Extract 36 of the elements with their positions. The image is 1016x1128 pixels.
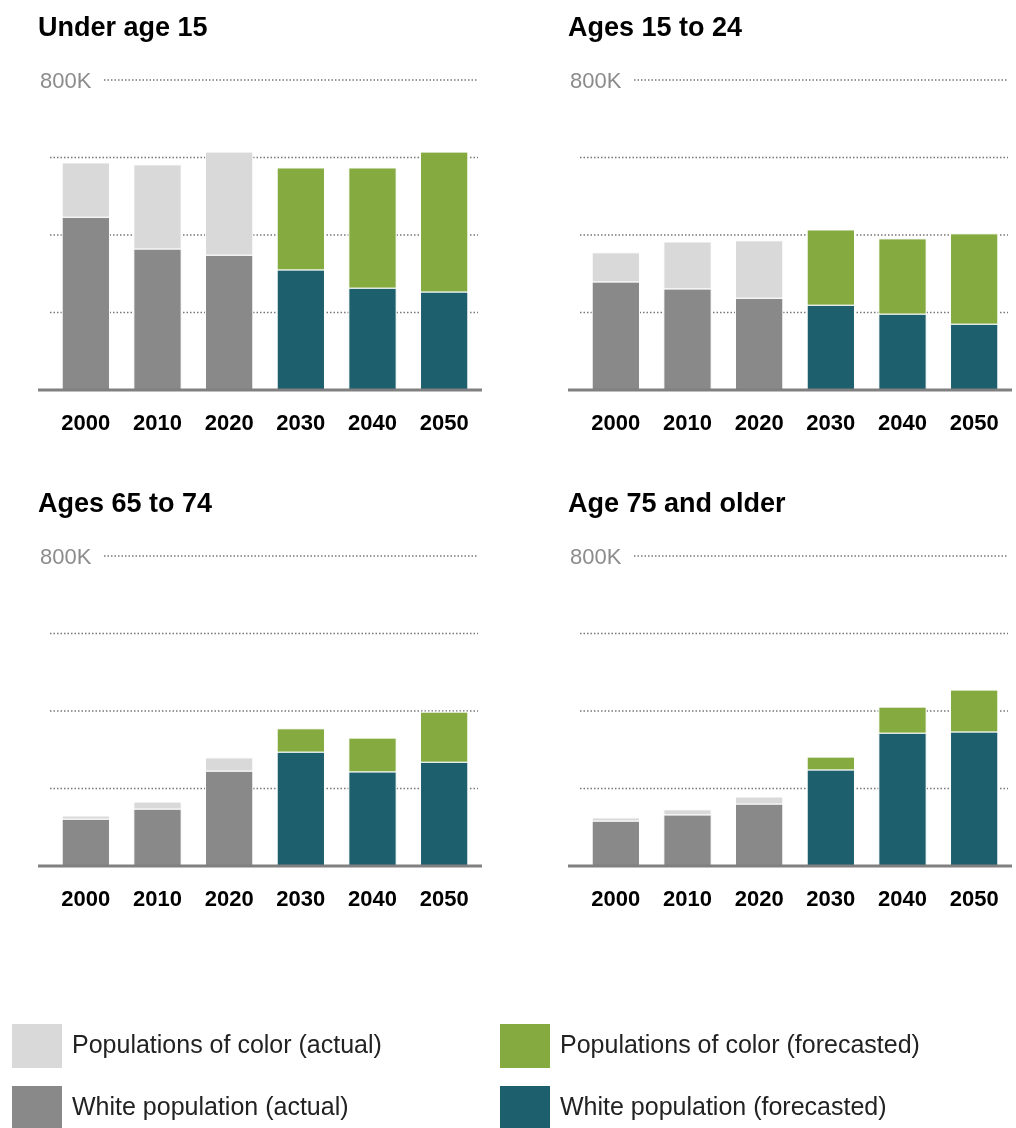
legend-label: Populations of color (actual): [72, 1030, 382, 1058]
x-tick-label: 2010: [133, 886, 182, 911]
x-tick-label: 2040: [348, 886, 397, 911]
x-tick-label: 2030: [806, 410, 856, 435]
chart-title: Under age 15: [38, 12, 208, 42]
chart-title: Age 75 and older: [568, 488, 787, 518]
x-tick-label: 2000: [591, 886, 641, 911]
x-tick-label: 2040: [878, 886, 927, 911]
y-tick-label: 800K: [570, 68, 622, 93]
x-tick-label: 2050: [419, 410, 469, 435]
x-tick-label: 2030: [806, 886, 856, 911]
x-tick-label: 2020: [204, 410, 254, 435]
x-tick-label: 2050: [949, 886, 999, 911]
x-tick-label: 2000: [591, 410, 641, 435]
x-tick-label: 2040: [878, 410, 927, 435]
x-tick-label: 2000: [61, 886, 111, 911]
x-tick-label: 2020: [734, 886, 784, 911]
x-tick-label: 2000: [61, 410, 111, 435]
y-tick-label: 800K: [40, 544, 92, 569]
legend-label: Populations of color (forecasted): [560, 1030, 920, 1058]
legend-label: White population (forecasted): [560, 1092, 887, 1120]
legend-label: White population (actual): [72, 1092, 349, 1120]
chart-title: Ages 65 to 74: [38, 488, 213, 518]
x-tick-label: 2020: [204, 886, 254, 911]
x-tick-label: 2010: [663, 886, 712, 911]
x-tick-label: 2030: [276, 410, 326, 435]
x-tick-label: 2050: [419, 886, 469, 911]
chart-title: Ages 15 to 24: [568, 12, 743, 42]
y-tick-label: 800K: [40, 68, 92, 93]
x-tick-label: 2040: [348, 410, 397, 435]
x-tick-label: 2050: [949, 410, 999, 435]
x-tick-label: 2010: [133, 410, 182, 435]
x-tick-label: 2030: [276, 886, 326, 911]
x-tick-label: 2010: [663, 410, 712, 435]
x-tick-label: 2020: [734, 410, 784, 435]
y-tick-label: 800K: [570, 544, 622, 569]
